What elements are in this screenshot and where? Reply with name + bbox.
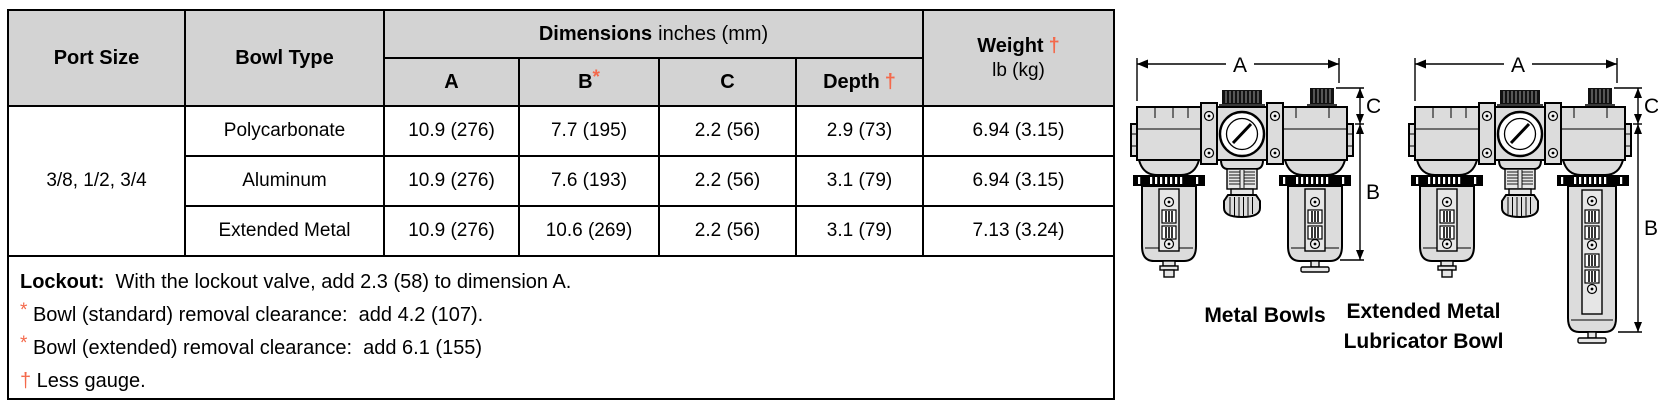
extended-metal-caption-line2: Lubricator Bowl xyxy=(1343,330,1504,353)
dimension-c-arrow: C xyxy=(1336,87,1380,125)
standard-bowl-note: * Bowl (standard) removal clearance: add… xyxy=(20,300,484,326)
bowl-type-cell: Polycarbonate xyxy=(184,105,385,157)
lubricator-drain xyxy=(1310,260,1320,268)
col-header-a: A xyxy=(383,57,520,107)
extended-bowl-note: * Bowl (extended) removal clearance: add… xyxy=(20,333,483,359)
dim-c-cell: 2.2 (56) xyxy=(658,105,797,157)
extended-metal-caption: Extended Metal Lubricator Bowl xyxy=(1316,297,1531,357)
filter-drain xyxy=(1440,260,1454,267)
metal-bowls-diagram: A xyxy=(1130,54,1380,278)
lockout-note: Lockout: With the lockout valve, add 2.3… xyxy=(20,271,572,293)
col-header-weight: Weight † lb (kg) xyxy=(922,9,1115,107)
col-header-c: C xyxy=(658,57,797,107)
dimension-a-arrow: A xyxy=(1136,54,1340,101)
dimension-b-arrow: B xyxy=(1618,124,1658,333)
weight-cell: 6.94 (3.15) xyxy=(922,105,1115,157)
less-gauge-note: † Less gauge. xyxy=(20,370,146,392)
dim-b-cell: 7.7 (195) xyxy=(518,105,660,157)
bowl-clamp-band xyxy=(1557,175,1629,186)
depth-cell: 2.9 (73) xyxy=(795,105,924,157)
filter-unit xyxy=(1408,106,1483,278)
dim-label-b: B xyxy=(1366,181,1380,204)
port-size-value: 3/8, 1/2, 3/4 xyxy=(7,105,186,257)
regulator-unit xyxy=(1478,90,1562,219)
footnotes-row: Lockout: With the lockout valve, add 2.3… xyxy=(7,255,1115,400)
dim-label-c: C xyxy=(1644,95,1658,118)
lubricator-drain xyxy=(1587,331,1597,339)
dim-label-c: C xyxy=(1366,95,1380,118)
dim-b-cell: 7.6 (193) xyxy=(518,155,660,207)
dimension-b-arrow: B xyxy=(1340,124,1380,261)
dim-label-a: A xyxy=(1233,54,1247,77)
bowl-type-cell: Aluminum xyxy=(184,155,385,207)
weight-cell: 6.94 (3.15) xyxy=(922,155,1115,207)
lubricator-unit xyxy=(1279,88,1354,273)
col-header-port-size: Port Size xyxy=(7,9,186,107)
lubricator-sight-gauge xyxy=(1581,189,1603,315)
dim-c-cell: 2.2 (56) xyxy=(658,155,797,207)
dimensions-table: Port Size Bowl Type Dimensions inches (mm… xyxy=(7,9,1115,400)
weight-title: Weight † xyxy=(977,34,1060,57)
diagrams-panel: A xyxy=(1120,0,1658,413)
bowl-clamp-band xyxy=(1279,175,1351,186)
filter-drain xyxy=(1162,260,1176,267)
col-header-dimensions: Dimensions inches (mm) xyxy=(383,9,924,59)
filter-unit xyxy=(1130,106,1205,278)
dim-c-cell: 2.2 (56) xyxy=(658,205,797,257)
bowl-type-cell: Extended Metal xyxy=(184,205,385,257)
extended-metal-caption-line1: Extended Metal xyxy=(1346,300,1501,323)
bowl-clamp-band xyxy=(1133,175,1205,186)
weight-cell: 7.13 (3.24) xyxy=(922,205,1115,257)
dim-a-cell: 10.9 (276) xyxy=(383,105,520,157)
col-header-depth: Depth † xyxy=(795,57,924,107)
regulator-adjust-knob xyxy=(1223,194,1261,219)
dim-a-cell: 10.9 (276) xyxy=(383,155,520,207)
table-row-polycarbonate: 3/8, 1/2, 3/4 Polycarbonate 10.9 (276) 7… xyxy=(7,105,1115,257)
dim-label-b: B xyxy=(1644,217,1658,240)
extended-metal-diagram: A xyxy=(1408,54,1658,344)
regulator-unit xyxy=(1200,90,1284,219)
depth-cell: 3.1 (79) xyxy=(795,155,924,207)
table-row-aluminum: Aluminum 10.9 (276) 7.6 (193) 2.2 (56) 3… xyxy=(8,155,1115,207)
lubricator-unit xyxy=(1557,88,1632,344)
metal-bowls-caption: Metal Bowls xyxy=(1204,304,1326,327)
table-row-extended-metal: Extended Metal 10.9 (276) 10.6 (269) 2.2… xyxy=(8,205,1115,257)
dim-a-cell: 10.9 (276) xyxy=(383,205,520,257)
regulator-adjust-knob xyxy=(1501,194,1539,219)
col-header-bowl-type: Bowl Type xyxy=(184,9,385,107)
dimension-a-arrow: A xyxy=(1414,54,1618,101)
weight-units: lb (kg) xyxy=(992,59,1045,81)
dim-b-cell: 10.6 (269) xyxy=(518,205,660,257)
depth-cell: 3.1 (79) xyxy=(795,205,924,257)
col-header-b: B* xyxy=(518,57,660,107)
dim-label-a: A xyxy=(1511,54,1525,77)
bowl-clamp-band xyxy=(1411,175,1483,186)
